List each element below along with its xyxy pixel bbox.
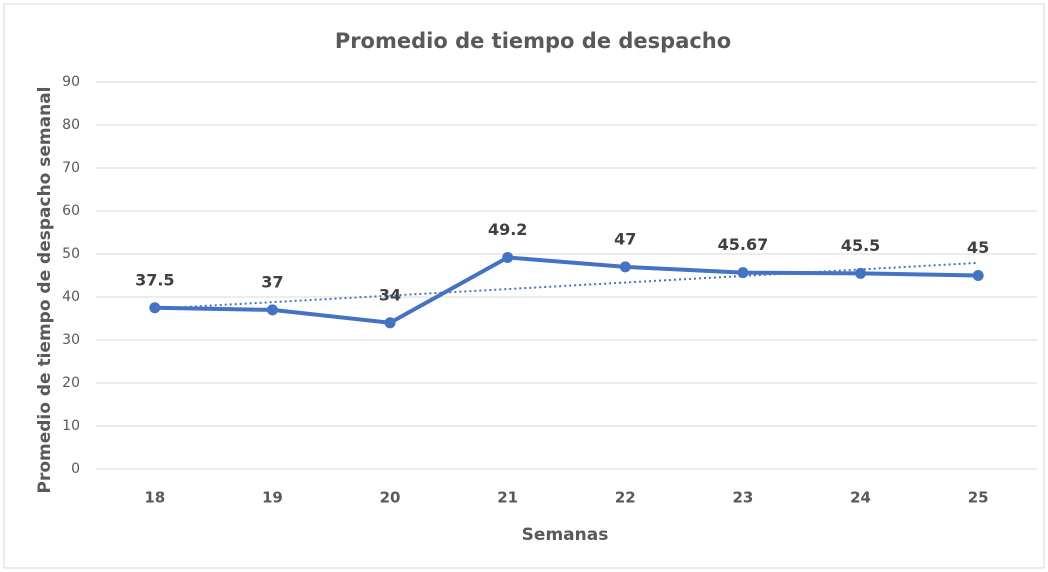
y-tick-label: 40: [62, 289, 80, 305]
point: [855, 267, 867, 279]
x-tick-label: 20: [380, 489, 401, 507]
data-label: 49.2: [488, 220, 527, 239]
x-tick-label: 22: [615, 489, 636, 507]
x-tick-label: 23: [733, 489, 754, 507]
y-tick-label: 30: [62, 332, 80, 348]
y-tick-label: 10: [62, 418, 80, 434]
point: [502, 251, 514, 263]
y-tick-label: 70: [62, 160, 80, 176]
y-axis-title: Promedio de tiempo de despacho semanal: [35, 86, 55, 493]
point: [384, 317, 396, 329]
y-tick-label: 80: [62, 117, 80, 133]
x-tick-label: 18: [144, 489, 165, 507]
y-tick-label: 20: [62, 375, 80, 391]
data-label: 37: [261, 272, 283, 291]
data-label: 45.5: [841, 236, 880, 255]
point: [266, 304, 278, 316]
y-tick-label: 90: [62, 74, 80, 90]
y-tick-label: 50: [62, 246, 80, 262]
point: [972, 270, 984, 281]
x-tick-label: 25: [968, 489, 989, 507]
x-tick-label: 19: [262, 489, 283, 507]
data-label: 37.5: [135, 270, 174, 289]
point: [737, 267, 749, 279]
y-tick-label: 0: [71, 461, 80, 477]
x-tick-label: 24: [850, 489, 871, 507]
x-axis-title: Semanas: [522, 525, 609, 545]
point: [149, 302, 161, 314]
chart-frame: [3, 3, 1045, 569]
y-tick-label: 60: [62, 203, 80, 219]
chart-title: Promedio de tiempo de despacho: [335, 29, 731, 53]
point: [619, 261, 631, 273]
data-label: 47: [614, 229, 636, 248]
x-tick-label: 21: [497, 489, 518, 507]
data-label: 45: [967, 238, 989, 257]
data-label: 34: [379, 285, 401, 304]
data-label: 45.67: [718, 235, 769, 254]
line: [154, 255, 979, 325]
